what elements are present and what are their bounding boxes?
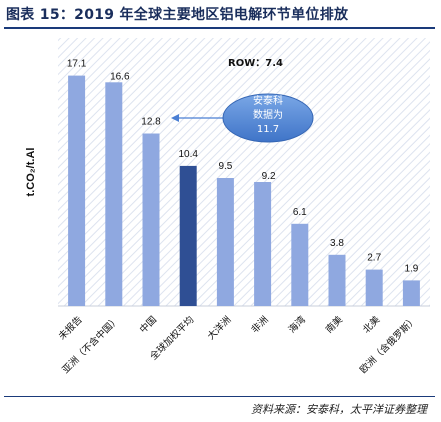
category-label-7: 南美	[323, 313, 345, 335]
value-label-6: 6.1	[293, 207, 307, 218]
value-label-3: 10.4	[178, 149, 198, 160]
category-label-4: 大洋洲	[205, 314, 234, 343]
bottom-rule	[4, 396, 435, 397]
category-label-2: 中国	[137, 314, 159, 336]
value-label-7: 3.8	[330, 238, 344, 249]
callout-line-1: 安泰科	[253, 94, 283, 107]
bar-4	[216, 178, 234, 306]
value-label-2: 12.8	[141, 117, 161, 128]
callout-line-2: 数据为	[253, 108, 283, 121]
value-label-5: 9.2	[262, 171, 276, 182]
bar-5	[254, 182, 272, 306]
bar-7	[328, 254, 346, 306]
callout-ellipse	[222, 93, 314, 143]
bar-3	[179, 165, 197, 306]
callout-arrowhead	[171, 114, 179, 122]
value-label-8: 2.7	[367, 253, 381, 264]
title-rule	[4, 27, 435, 29]
bar-2	[142, 133, 160, 306]
value-label-9: 1.9	[404, 263, 418, 274]
category-label-6: 海湾	[286, 313, 308, 335]
callout-line-3: 11.7	[257, 124, 279, 135]
bar-chart: 17.116.612.810.49.59.26.13.82.71.9 未报告亚洲…	[25, 38, 430, 376]
category-label-0: 未报告	[56, 314, 85, 343]
row-annotation: ROW：7.4	[228, 58, 283, 69]
source-note: 资料来源：安泰科，太平洋证券整理	[251, 403, 427, 416]
value-label-1: 16.6	[110, 71, 130, 82]
bar-6	[291, 223, 309, 306]
y-axis-label: t.CO₂/t.Al	[25, 148, 37, 197]
bar-1	[105, 82, 123, 306]
bar-0	[68, 75, 86, 306]
bar-9	[402, 280, 420, 306]
value-label-4: 9.5	[218, 161, 232, 172]
category-label-5: 非洲	[249, 314, 271, 336]
value-label-0: 17.1	[67, 59, 87, 70]
callout-annotation: 安泰科 数据为 11.7	[171, 93, 314, 143]
bar-8	[365, 269, 383, 306]
category-label-8: 北美	[360, 313, 382, 335]
figure-title: 图表 15：2019 年全球主要地区铝电解环节单位排放	[6, 7, 349, 23]
